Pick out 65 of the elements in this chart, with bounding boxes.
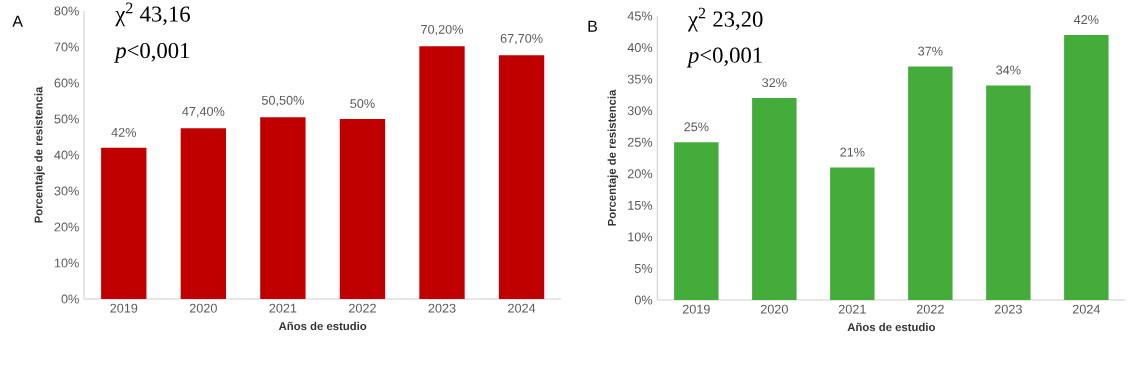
x-tick-label: 2023 (428, 303, 456, 313)
bar (830, 167, 875, 300)
y-tick-label: 40% (627, 43, 653, 53)
data-label: 25% (684, 122, 709, 132)
data-label: 42% (111, 127, 136, 137)
bar (180, 128, 227, 299)
data-label: 42% (1073, 15, 1099, 25)
x-tick-label: 2019 (110, 303, 138, 313)
y-tick-label: 15% (628, 200, 653, 210)
chart-title: B (588, 20, 597, 32)
bar (260, 117, 306, 299)
y-tick-label: 0% (61, 294, 79, 304)
annotation: p<0,001 (113, 42, 190, 63)
bar (419, 46, 465, 299)
y-tick-label: 25% (627, 137, 653, 147)
y-tick-label: 80% (54, 6, 79, 16)
data-label: 50,50% (261, 95, 304, 107)
bar (752, 98, 797, 300)
x-tick-label: 2022 (916, 304, 944, 314)
data-label: 67,70% (500, 33, 543, 45)
x-axis-title: Años de estudio (847, 322, 935, 332)
data-label: 34% (996, 65, 1021, 75)
x-tick-label: 2022 (348, 303, 376, 313)
data-label: 21% (840, 147, 865, 157)
x-tick-label: 2023 (994, 304, 1022, 314)
y-tick-label: 35% (627, 74, 653, 84)
y-tick-label: 30% (54, 186, 79, 196)
data-label: 70,20% (421, 24, 464, 36)
annotation: χ$^{2}$ 23,20 (688, 7, 763, 32)
y-tick-label: 50% (54, 114, 79, 124)
y-tick-label: 40% (54, 150, 79, 160)
y-tick-label: 10% (628, 232, 653, 242)
y-axis-title: Porcentaje de resistencia (34, 86, 45, 223)
bar (339, 119, 386, 299)
x-tick-label: 2021 (269, 303, 297, 313)
data-label: 32% (762, 78, 787, 88)
bar (1064, 34, 1109, 300)
y-tick-label: 5% (634, 263, 653, 273)
x-tick-label: 2020 (760, 304, 788, 314)
annotation: p<0,001 (686, 47, 762, 68)
bar (498, 55, 545, 299)
annotation: χ$^{2}$ 43,16 (115, 2, 190, 27)
chart-title: A (12, 15, 23, 27)
x-axis-title: Años de estudio (278, 321, 367, 331)
x-tick-label: 2019 (682, 304, 710, 314)
y-axis-title: Porcentaje de resistencia (607, 89, 619, 226)
x-tick-label: 2020 (189, 303, 217, 313)
y-tick-label: 20% (54, 222, 79, 232)
y-tick-label: 10% (54, 258, 79, 268)
data-label: 50% (350, 99, 375, 109)
y-tick-label: 30% (627, 106, 653, 116)
y-tick-label: 20% (627, 169, 653, 179)
bar (986, 85, 1031, 300)
x-tick-label: 2024 (1072, 304, 1101, 314)
y-tick-label: 0% (634, 295, 653, 305)
bar (674, 142, 719, 300)
bar (908, 66, 953, 300)
x-tick-label: 2024 (508, 303, 536, 313)
y-tick-label: 60% (54, 78, 79, 88)
x-tick-label: 2021 (838, 304, 866, 314)
y-tick-label: 45% (627, 11, 653, 21)
data-label: 37% (918, 46, 943, 56)
data-label: 47,40% (182, 106, 225, 118)
y-tick-label: 70% (54, 42, 79, 52)
bar (101, 147, 147, 299)
